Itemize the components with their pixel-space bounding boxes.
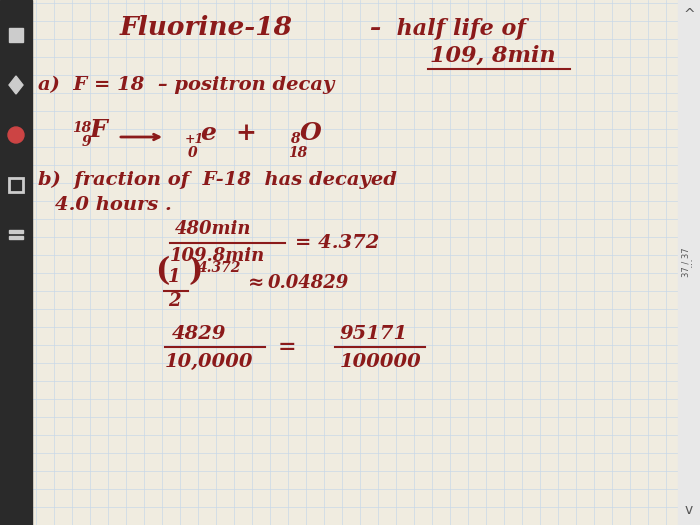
Text: (: ( bbox=[155, 256, 169, 287]
Text: 18: 18 bbox=[72, 121, 91, 135]
Text: 0.04829: 0.04829 bbox=[268, 274, 349, 292]
Text: ≈: ≈ bbox=[248, 274, 265, 292]
Text: 4829: 4829 bbox=[172, 325, 227, 343]
Bar bbox=[9, 236, 23, 239]
Text: = 4.372: = 4.372 bbox=[295, 234, 379, 252]
Text: 9: 9 bbox=[82, 135, 92, 149]
Text: 109.8min: 109.8min bbox=[170, 247, 265, 265]
Text: 4.372: 4.372 bbox=[198, 261, 242, 275]
Bar bbox=[0, 0, 32, 525]
Text: 2: 2 bbox=[168, 292, 181, 310]
Text: +1: +1 bbox=[185, 133, 204, 146]
Text: 480min: 480min bbox=[175, 220, 251, 238]
Text: 0: 0 bbox=[188, 146, 197, 160]
Text: –  half life of: – half life of bbox=[370, 18, 526, 40]
Circle shape bbox=[8, 127, 24, 143]
Bar bbox=[9, 178, 23, 192]
Bar bbox=[678, 0, 700, 525]
Text: b)  fraction of  F-18  has decayed: b) fraction of F-18 has decayed bbox=[38, 171, 397, 189]
Bar bbox=[9, 28, 23, 42]
Text: 18: 18 bbox=[288, 146, 307, 160]
Text: v: v bbox=[685, 503, 693, 517]
Text: F: F bbox=[90, 118, 108, 142]
Text: ^: ^ bbox=[683, 8, 695, 22]
Text: ): ) bbox=[188, 256, 202, 287]
Text: 8: 8 bbox=[290, 132, 300, 146]
Text: a)  F = 18  – positron decay: a) F = 18 – positron decay bbox=[38, 76, 335, 94]
Text: O: O bbox=[300, 121, 322, 145]
Text: =: = bbox=[278, 336, 297, 358]
Polygon shape bbox=[9, 76, 23, 94]
Text: 37 / 37: 37 / 37 bbox=[682, 247, 690, 277]
Text: Fluorine-18: Fluorine-18 bbox=[120, 15, 293, 40]
Text: ...: ... bbox=[684, 257, 694, 267]
Text: 4.0 hours .: 4.0 hours . bbox=[55, 196, 172, 214]
Text: 95171: 95171 bbox=[340, 325, 408, 343]
Text: 1: 1 bbox=[168, 268, 181, 286]
Bar bbox=[9, 230, 23, 233]
Text: 10,0000: 10,0000 bbox=[165, 353, 253, 371]
Text: +: + bbox=[235, 121, 256, 145]
Text: e: e bbox=[200, 121, 216, 145]
Text: 100000: 100000 bbox=[340, 353, 421, 371]
Text: 109, 8min: 109, 8min bbox=[430, 45, 556, 67]
